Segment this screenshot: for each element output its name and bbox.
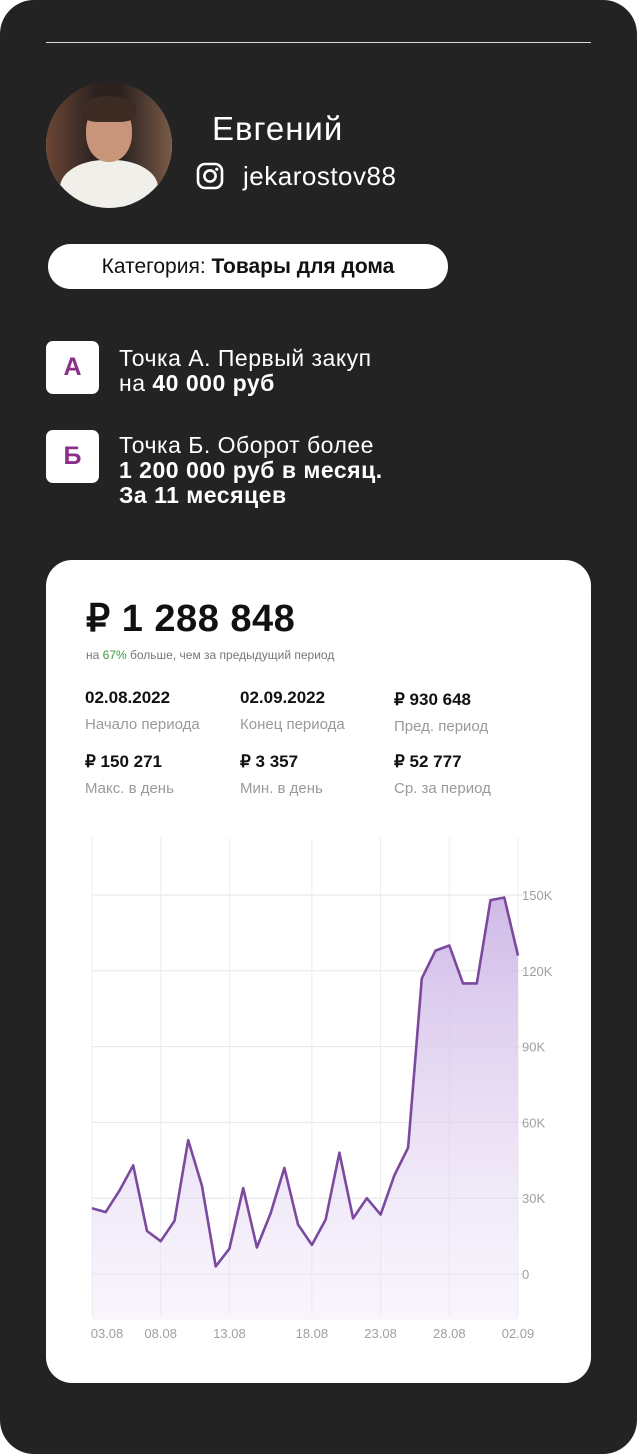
point-b-line1: Точка Б. Оборот более [119,432,374,458]
stat-value: 02.08.2022 [85,688,171,707]
point-b-duration: За 11 месяцев [119,482,287,508]
stat-value: ₽ 930 648 [394,690,471,709]
growth-percent: 67% [102,648,127,662]
stat-max-day: ₽ 150 271 Макс. в день [85,752,235,797]
x-tick-label: 02.09 [502,1326,535,1341]
point-a-badge: А [46,341,99,394]
growth-suffix: больше, чем за предыдущий период [126,648,335,662]
y-tick-label: 60K [522,1115,545,1130]
x-tick-label: 13.08 [213,1326,246,1341]
total-revenue: ₽ 1 288 848 [86,598,296,640]
stat-label: Мин. в день [240,780,323,797]
point-b-text: Точка Б. Оборот более 1 200 000 руб в ме… [119,433,383,508]
point-a-line2: на 40 000 руб [119,371,372,396]
x-tick-label: 08.08 [144,1326,177,1341]
stat-avg-period: ₽ 52 777 Ср. за период [394,752,544,797]
point-b-amount: 1 200 000 руб в месяц. [119,457,383,483]
stat-value: ₽ 52 777 [394,752,462,771]
stat-period-start: 02.08.2022 Начало периода [85,688,235,733]
top-divider [46,42,591,43]
user-name: Евгений [212,110,344,147]
stat-label: Макс. в день [85,780,174,797]
category-pill: Категория: Товары для дома [48,244,448,289]
point-a-text: Точка А. Первый закуп на 40 000 руб [119,346,372,396]
y-tick-label: 0 [522,1267,529,1282]
y-tick-label: 30K [522,1191,545,1206]
y-tick-label: 90K [522,1040,545,1055]
stat-value: 02.09.2022 [240,688,326,707]
point-b-line3: За 11 месяцев [119,483,383,508]
point-a-line1: Точка А. Первый закуп [119,345,372,371]
point-b-badge: Б [46,430,99,483]
instagram-handle[interactable]: jekarostov88 [243,161,397,191]
x-tick-label: 28.08 [433,1326,466,1341]
stat-min-day: ₽ 3 357 Мин. в день [240,752,390,797]
stat-label: Пред. период [394,718,489,735]
y-tick-label: 120K [522,964,553,979]
instagram-icon [196,162,224,190]
growth-prefix: на [86,648,103,662]
stat-value: ₽ 150 271 [85,752,162,771]
chart-area [92,897,518,1320]
y-tick-label: 150K [522,888,553,903]
category-label: Категория: [101,255,206,278]
growth-subtitle: на 67% больше, чем за предыдущий период [86,648,334,662]
revenue-panel: ₽ 1 288 848 на 67% больше, чем за предыд… [46,560,591,1383]
point-a-prefix: на [119,370,153,396]
stat-period-end: 02.09.2022 Конец периода [240,688,390,733]
x-tick-label: 03.08 [91,1326,124,1341]
x-tick-label: 23.08 [364,1326,397,1341]
stat-previous-period: ₽ 930 648 Пред. период [394,690,544,735]
stat-value: ₽ 3 357 [240,752,299,771]
x-tick-label: 18.08 [296,1326,329,1341]
category-value: Товары для дома [211,255,395,278]
stat-label: Ср. за период [394,780,491,797]
point-a-amount: 40 000 руб [152,370,275,396]
stat-label: Начало периода [85,716,200,733]
avatar [46,82,172,208]
revenue-chart: 0 30K 60K 90K 120K 150K 03.08 08.08 13.08 18.08 2… [91,838,553,1341]
chart-line [91,896,520,1268]
point-b-line2: 1 200 000 руб в месяц. [119,458,383,483]
stat-label: Конец периода [240,716,345,733]
